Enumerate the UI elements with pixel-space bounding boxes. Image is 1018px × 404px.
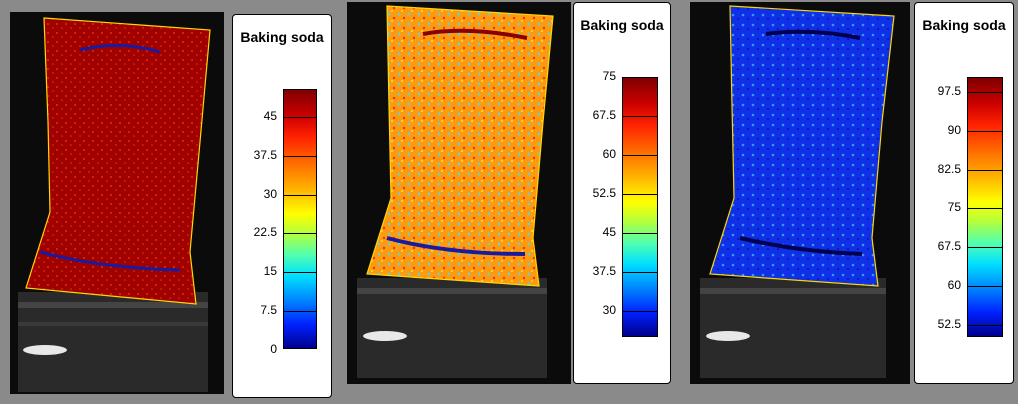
scale-label: 67.5 xyxy=(937,239,961,253)
scale-label: 30 xyxy=(602,303,616,317)
panel-1: Baking soda 45 37.5 30 22.5 15 7.5 0 xyxy=(0,0,335,404)
panel-3: Baking soda 97.5 90 82.5 75 67.5 60 52.5 xyxy=(688,0,1018,386)
scale-label: 82.5 xyxy=(937,162,961,176)
scale-label: 52.5 xyxy=(937,317,961,331)
scale-label: 15 xyxy=(263,264,277,278)
scale-label: 90 xyxy=(947,123,961,137)
scale-label: 75 xyxy=(602,69,616,83)
sample-bag-3 xyxy=(709,5,895,287)
legend-3: Baking soda 97.5 90 82.5 75 67.5 60 52.5 xyxy=(914,2,1014,384)
scale-label: 60 xyxy=(602,147,616,161)
scale-label: 67.5 xyxy=(592,108,616,122)
sample-bag-2 xyxy=(366,5,554,287)
colorbar-1 xyxy=(283,89,317,349)
scale-label: 45 xyxy=(602,225,616,239)
scale-label: 22.5 xyxy=(253,225,277,239)
colorbar-3 xyxy=(967,77,1003,337)
legend-2: Baking soda 75 67.5 60 52.5 45 37.5 30 xyxy=(573,2,671,384)
legend-title: Baking soda xyxy=(580,17,664,33)
hyperspectral-image-1 xyxy=(10,12,224,394)
legend-1: Baking soda 45 37.5 30 22.5 15 7.5 0 xyxy=(232,14,332,398)
legend-title: Baking soda xyxy=(922,17,1006,33)
scale-label: 30 xyxy=(263,187,277,201)
legend-title: Baking soda xyxy=(240,29,324,45)
hyperspectral-image-2 xyxy=(347,2,571,384)
scale-label: 37.5 xyxy=(592,264,616,278)
sample-bag-1 xyxy=(25,17,211,305)
scale-label: 7.5 xyxy=(260,303,277,317)
scale-label: 0 xyxy=(270,342,277,356)
scale-label: 75 xyxy=(947,200,961,214)
hyperspectral-image-3 xyxy=(690,2,910,384)
colorbar-2 xyxy=(622,77,658,337)
scale-label: 97.5 xyxy=(937,84,961,98)
scale-label: 60 xyxy=(947,278,961,292)
scale-label: 45 xyxy=(263,109,277,123)
scale-label: 37.5 xyxy=(253,148,277,162)
panel-2: Baking soda 75 67.5 60 52.5 45 37.5 30 xyxy=(345,0,677,386)
scale-label: 52.5 xyxy=(592,186,616,200)
